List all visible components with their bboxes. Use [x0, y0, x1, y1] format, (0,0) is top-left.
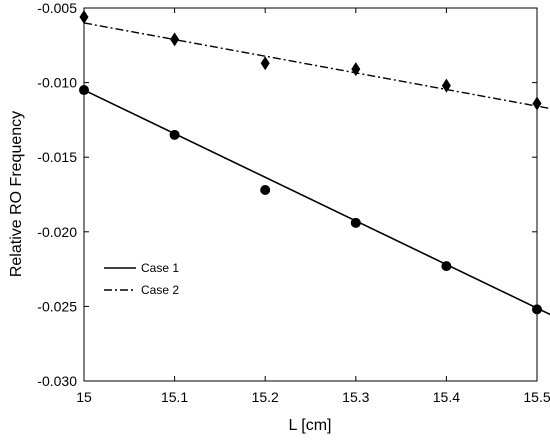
y-tick-label: -0.010	[37, 75, 77, 91]
y-ticks: -0.005 -0.010 -0.015 -0.020 -0.025 -0.030	[37, 0, 537, 389]
fit-line-series-2	[83, 22, 550, 110]
data-point-series-2	[260, 56, 270, 71]
data-point-series-1	[441, 261, 452, 272]
y-tick-label: -0.020	[37, 224, 77, 240]
y-tick-label: -0.025	[37, 298, 77, 314]
data-point-series-2	[532, 96, 542, 111]
x-tick-label: 15.4	[433, 389, 460, 405]
data-point-series-1	[260, 185, 271, 196]
data-point-series-1	[79, 85, 89, 96]
y-tick-label: -0.005	[37, 0, 77, 16]
fit-line-series-1	[83, 89, 550, 316]
legend-label-case-2: Case 2	[141, 283, 179, 297]
data-point-series-2	[351, 62, 361, 77]
data-point-series-1	[350, 217, 361, 228]
x-tick-label: 15	[76, 389, 92, 405]
x-tick-label: 15.5	[523, 389, 550, 405]
data-point-series-2	[170, 32, 180, 47]
data-point-series-2	[441, 78, 451, 93]
data-point-series-1	[169, 129, 180, 140]
legend: Case 1 Case 2	[104, 261, 179, 297]
x-axis-label: L [cm]	[289, 417, 332, 434]
x-tick-label: 15.1	[161, 389, 188, 405]
data-point-series-1	[532, 304, 542, 315]
data-point-series-2	[79, 9, 89, 24]
y-tick-label: -0.015	[37, 149, 77, 165]
y-axis-label: Relative RO Frequency	[8, 111, 25, 277]
legend-label-case-1: Case 1	[141, 261, 179, 275]
y-tick-label: -0.030	[37, 373, 77, 389]
x-ticks: 15 15.1 15.2 15.3 15.4 15.5	[76, 8, 550, 405]
x-tick-label: 15.3	[342, 389, 369, 405]
x-tick-label: 15.2	[252, 389, 279, 405]
fit-lines	[83, 22, 550, 316]
plot-frame	[83, 7, 538, 382]
data-markers	[79, 9, 542, 315]
